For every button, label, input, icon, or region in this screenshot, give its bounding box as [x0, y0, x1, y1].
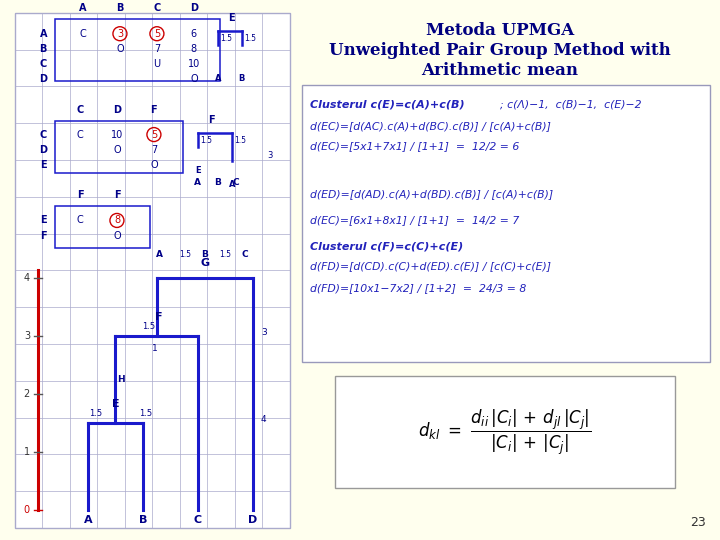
- Text: O: O: [150, 159, 158, 170]
- Text: D: D: [39, 73, 47, 84]
- Text: A: A: [215, 74, 221, 83]
- Text: C: C: [40, 130, 47, 139]
- Text: A: A: [40, 29, 47, 39]
- Text: A: A: [229, 180, 235, 189]
- Text: G: G: [200, 258, 210, 268]
- Text: D: D: [248, 515, 258, 525]
- Text: B: B: [139, 515, 147, 525]
- Text: B: B: [116, 3, 124, 13]
- Text: 7: 7: [154, 44, 160, 53]
- Bar: [335, 376, 675, 488]
- Text: C: C: [194, 515, 202, 525]
- Text: 10: 10: [111, 130, 123, 139]
- Text: O: O: [113, 232, 121, 241]
- Text: C: C: [153, 3, 161, 13]
- Text: d(EC)=[6x1+8x1] / [1+1]  =  14/2 = 7: d(EC)=[6x1+8x1] / [1+1] = 14/2 = 7: [310, 215, 519, 226]
- Text: 1.5: 1.5: [200, 136, 212, 145]
- Text: A: A: [84, 515, 92, 525]
- Text: B: B: [40, 44, 47, 53]
- Bar: [55, 19, 220, 80]
- Text: C: C: [76, 130, 84, 139]
- Text: 1: 1: [152, 345, 158, 353]
- Text: 1.5: 1.5: [89, 409, 102, 418]
- Text: ; c(Λ)−1,  c(B)−1,  c(E)−2: ; c(Λ)−1, c(B)−1, c(E)−2: [500, 99, 642, 110]
- Text: F: F: [40, 232, 47, 241]
- Text: B: B: [202, 250, 208, 259]
- Text: O: O: [190, 73, 198, 84]
- Text: A: A: [79, 3, 86, 13]
- Text: C: C: [76, 105, 84, 114]
- Text: Unweighted Pair Group Method with: Unweighted Pair Group Method with: [329, 42, 670, 59]
- Text: 5: 5: [150, 130, 157, 139]
- Text: 0: 0: [24, 505, 30, 515]
- Text: B: B: [215, 178, 221, 187]
- Text: E: E: [40, 215, 47, 226]
- Text: 2: 2: [24, 389, 30, 399]
- Text: 5: 5: [154, 29, 160, 39]
- Text: C: C: [233, 178, 239, 187]
- Text: d(ED)=[d(AD).c(A)+d(BD).c(B)] / [c(A)+c(B)]: d(ED)=[d(AD).c(A)+d(BD).c(B)] / [c(A)+c(…: [310, 190, 553, 199]
- Bar: [15, 13, 290, 528]
- Text: F: F: [76, 191, 84, 200]
- Text: B: B: [239, 74, 245, 83]
- Text: 1.5: 1.5: [179, 250, 191, 259]
- Text: E: E: [228, 13, 235, 23]
- Text: Metoda UPMGA: Metoda UPMGA: [426, 22, 574, 39]
- Text: Clusterul c(E)=c(A)+c(B): Clusterul c(E)=c(A)+c(B): [310, 99, 464, 110]
- Text: 23: 23: [690, 516, 706, 529]
- Text: F: F: [209, 114, 215, 125]
- Text: 3: 3: [117, 29, 123, 39]
- Text: 1: 1: [24, 447, 30, 457]
- Text: 6: 6: [191, 29, 197, 39]
- Text: 8: 8: [191, 44, 197, 53]
- Text: 4: 4: [261, 415, 266, 424]
- Text: E: E: [40, 159, 47, 170]
- Text: E: E: [195, 166, 201, 175]
- Text: 1.5: 1.5: [234, 136, 246, 145]
- Text: C: C: [40, 59, 47, 69]
- Text: Clusterul c(F)=c(C)+c(E): Clusterul c(F)=c(C)+c(E): [310, 241, 463, 252]
- Text: A: A: [156, 250, 163, 259]
- Text: U: U: [153, 59, 161, 69]
- Text: 1.5: 1.5: [220, 34, 232, 43]
- Text: 3: 3: [267, 151, 273, 160]
- Text: d(FD)=[10x1−7x2] / [1+2]  =  24/3 = 8: d(FD)=[10x1−7x2] / [1+2] = 24/3 = 8: [310, 284, 526, 293]
- Text: D: D: [39, 145, 47, 154]
- Text: D: D: [113, 105, 121, 114]
- Text: 1.5: 1.5: [142, 322, 156, 332]
- Text: $d_{kl}\ =\ \dfrac{d_{ii}\,|C_i|\,+\,d_{jl}\,|C_j|}{|C_i|\,+\,|C_j|}$: $d_{kl}\ =\ \dfrac{d_{ii}\,|C_i|\,+\,d_{…: [418, 408, 592, 457]
- Text: 1.5: 1.5: [140, 409, 153, 418]
- Text: 4: 4: [24, 273, 30, 284]
- Text: 3: 3: [261, 328, 266, 337]
- Text: 10: 10: [188, 59, 200, 69]
- Text: O: O: [113, 145, 121, 154]
- Text: C: C: [76, 215, 84, 226]
- Bar: [55, 120, 183, 172]
- Text: Arithmetic mean: Arithmetic mean: [421, 62, 578, 79]
- Text: H: H: [117, 375, 125, 384]
- Text: C: C: [80, 29, 86, 39]
- Text: F: F: [150, 105, 157, 114]
- Text: 1.5: 1.5: [244, 34, 256, 43]
- Bar: [55, 206, 150, 248]
- Text: d(FD)=[d(CD).c(C)+d(ED).c(E)] / [c(C)+c(E)]: d(FD)=[d(CD).c(C)+d(ED).c(E)] / [c(C)+c(…: [310, 261, 551, 272]
- Text: D: D: [190, 3, 198, 13]
- Text: 8: 8: [114, 215, 120, 226]
- Text: d(EC)=[d(AC).c(A)+d(BC).c(B)] / [c(A)+c(B)]: d(EC)=[d(AC).c(A)+d(BC).c(B)] / [c(A)+c(…: [310, 122, 551, 132]
- Text: F: F: [155, 312, 163, 322]
- Text: 7: 7: [150, 145, 157, 154]
- Text: 3: 3: [24, 331, 30, 341]
- Text: F: F: [114, 191, 120, 200]
- Text: d(EC)=[5x1+7x1] / [1+1]  =  12/2 = 6: d(EC)=[5x1+7x1] / [1+1] = 12/2 = 6: [310, 141, 519, 152]
- Bar: [302, 85, 710, 362]
- Text: A: A: [194, 178, 202, 187]
- Text: 1.5: 1.5: [219, 250, 231, 259]
- Text: O: O: [116, 44, 124, 53]
- Text: E: E: [112, 399, 120, 409]
- Text: C: C: [241, 250, 248, 259]
